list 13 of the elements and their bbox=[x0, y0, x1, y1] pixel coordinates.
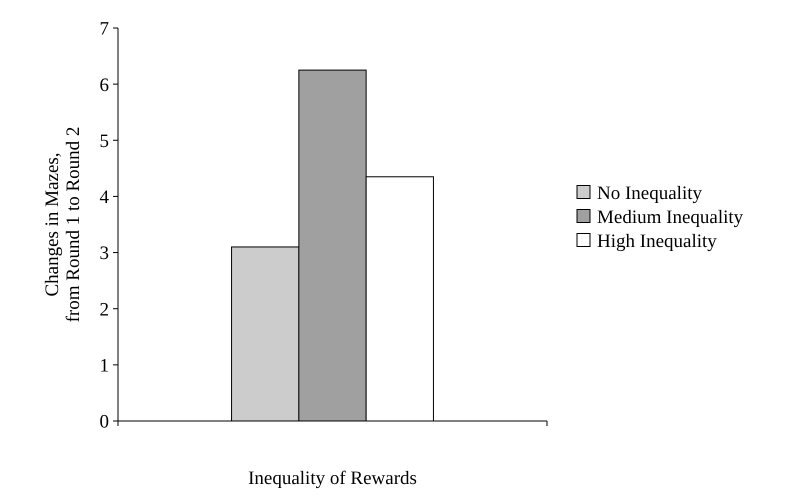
y-tick-label: 4 bbox=[100, 187, 110, 208]
y-axis-title: Changes in Mazes, from Round 1 to Round 2 bbox=[42, 126, 84, 322]
y-tick-label: 6 bbox=[100, 74, 109, 96]
y-tick-label: 3 bbox=[100, 243, 109, 264]
legend-label: No Inequality bbox=[597, 183, 702, 204]
legend-label: High Inequality bbox=[597, 231, 718, 252]
y-tick-label: 2 bbox=[100, 299, 109, 320]
legend-label: Medium Inequality bbox=[597, 207, 744, 228]
x-axis-title: Inequality of Rewards bbox=[248, 468, 417, 489]
y-tick-label: 1 bbox=[100, 356, 109, 377]
y-tick-label: 7 bbox=[100, 18, 109, 40]
y-tick-label: 0 bbox=[100, 412, 109, 433]
y-tick-label: 5 bbox=[100, 130, 109, 152]
